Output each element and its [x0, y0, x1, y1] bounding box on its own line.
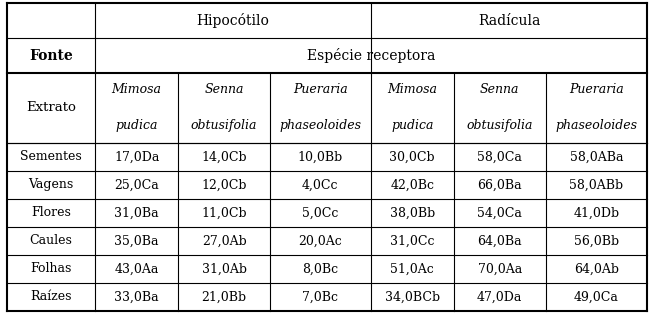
Text: 54,0Ca: 54,0Ca	[477, 206, 522, 219]
Text: Flores: Flores	[31, 206, 71, 219]
Text: Mimosa

pudica: Mimosa pudica	[387, 84, 438, 133]
Text: Senna

obtusifolia: Senna obtusifolia	[466, 84, 533, 133]
Text: 31,0Ba: 31,0Ba	[114, 206, 159, 219]
Text: 70,0Aa: 70,0Aa	[477, 263, 522, 275]
Text: Fonte: Fonte	[29, 49, 73, 62]
Text: 47,0Da: 47,0Da	[477, 290, 523, 303]
Text: 58,0ABb: 58,0ABb	[570, 178, 623, 191]
Text: 35,0Ba: 35,0Ba	[114, 234, 159, 247]
Text: 17,0Da: 17,0Da	[114, 150, 160, 163]
Text: 51,0Ac: 51,0Ac	[390, 263, 434, 275]
Text: 66,0Ba: 66,0Ba	[477, 178, 522, 191]
Text: Sementes: Sementes	[20, 150, 82, 163]
Text: 21,0Bb: 21,0Bb	[201, 290, 247, 303]
Text: 12,0Cb: 12,0Cb	[201, 178, 247, 191]
Text: 64,0Ab: 64,0Ab	[574, 263, 619, 275]
Text: Pueraria

phaseoloides: Pueraria phaseoloides	[555, 84, 638, 133]
Text: 43,0Aa: 43,0Aa	[114, 263, 159, 275]
Text: 25,0Ca: 25,0Ca	[114, 178, 159, 191]
Text: 38,0Bb: 38,0Bb	[390, 206, 435, 219]
Text: 20,0Ac: 20,0Ac	[298, 234, 342, 247]
Text: Pueraria

phaseoloides: Pueraria phaseoloides	[279, 84, 361, 133]
Text: 49,0Ca: 49,0Ca	[574, 290, 619, 303]
Text: 27,0Ab: 27,0Ab	[201, 234, 247, 247]
Text: 31,0Cc: 31,0Cc	[390, 234, 434, 247]
Text: Folhas: Folhas	[30, 263, 71, 275]
Text: Espécie receptora: Espécie receptora	[307, 48, 436, 63]
Text: 34,0BCb: 34,0BCb	[385, 290, 439, 303]
Text: Extrato: Extrato	[26, 101, 76, 114]
Text: 33,0Ba: 33,0Ba	[114, 290, 159, 303]
Text: 31,0Ab: 31,0Ab	[201, 263, 247, 275]
Text: Vagens: Vagens	[28, 178, 73, 191]
Text: 58,0Ca: 58,0Ca	[477, 150, 522, 163]
Text: Caules: Caules	[29, 234, 72, 247]
Text: Senna

obtusifolia: Senna obtusifolia	[191, 84, 258, 133]
Text: 7,0Bc: 7,0Bc	[302, 290, 338, 303]
Text: 10,0Bb: 10,0Bb	[298, 150, 343, 163]
Text: 64,0Ba: 64,0Ba	[477, 234, 522, 247]
Text: 30,0Cb: 30,0Cb	[389, 150, 435, 163]
Text: 41,0Db: 41,0Db	[574, 206, 619, 219]
Text: 56,0Bb: 56,0Bb	[574, 234, 619, 247]
Text: Hipocótilo: Hipocótilo	[196, 13, 269, 28]
Text: 11,0Cb: 11,0Cb	[201, 206, 247, 219]
Text: Mimosa

pudica: Mimosa pudica	[112, 84, 162, 133]
Text: 58,0ABa: 58,0ABa	[570, 150, 623, 163]
Text: 5,0Cc: 5,0Cc	[302, 206, 339, 219]
Text: 8,0Bc: 8,0Bc	[302, 263, 338, 275]
Text: 42,0Bc: 42,0Bc	[390, 178, 434, 191]
Text: Raízes: Raízes	[30, 290, 71, 303]
Text: Radícula: Radícula	[478, 14, 540, 28]
Text: 14,0Cb: 14,0Cb	[201, 150, 247, 163]
Text: 4,0Cc: 4,0Cc	[302, 178, 339, 191]
